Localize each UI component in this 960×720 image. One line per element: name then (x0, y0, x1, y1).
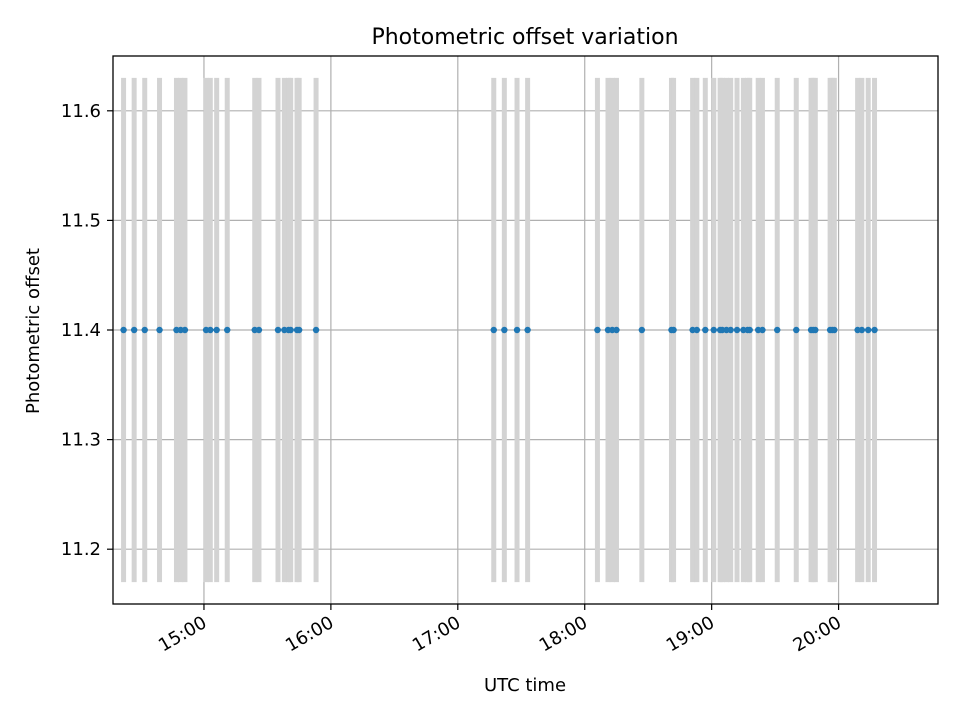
data-point (490, 326, 497, 334)
y-tick-label: 11.5 (61, 210, 101, 231)
y-tick-label: 11.3 (61, 430, 101, 451)
data-point (501, 326, 508, 334)
y-axis-label: Photometric offset (23, 248, 44, 414)
data-point (295, 326, 303, 334)
data-point (702, 326, 709, 334)
data-point (120, 326, 127, 334)
data-point (513, 326, 521, 334)
data-point (864, 326, 872, 334)
data-point (130, 326, 138, 334)
data-point (274, 326, 282, 334)
y-tick-label: 11.4 (61, 320, 101, 341)
data-point (774, 326, 781, 334)
data-point (793, 326, 800, 334)
data-point (812, 326, 819, 334)
data-point (871, 326, 878, 334)
data-point (287, 326, 294, 334)
data-point (831, 326, 838, 334)
data-point (141, 326, 148, 334)
data-point (710, 326, 717, 334)
data-point (594, 326, 601, 334)
data-point (670, 326, 677, 334)
data-point (213, 326, 220, 334)
data-point (156, 326, 163, 334)
data-point (613, 326, 620, 334)
data-point (638, 326, 646, 334)
chart-title: Photometric offset variation (371, 25, 678, 50)
data-point (759, 326, 766, 334)
data-point (727, 326, 734, 334)
data-point (524, 326, 531, 334)
data-point (733, 326, 741, 334)
y-tick-label: 11.6 (61, 101, 101, 122)
data-point (693, 326, 701, 334)
point-layer (120, 326, 878, 334)
y-axis-ticks: 11.2 11.3 11.4 11.5 11.6 (61, 101, 113, 560)
data-point (255, 326, 263, 334)
data-point (858, 326, 866, 334)
data-point (181, 326, 189, 334)
x-axis-label: UTC time (484, 675, 566, 696)
data-point (224, 326, 231, 334)
data-point (207, 326, 214, 334)
y-tick-label: 11.2 (61, 539, 101, 560)
data-point (746, 326, 753, 334)
data-point (312, 326, 320, 334)
